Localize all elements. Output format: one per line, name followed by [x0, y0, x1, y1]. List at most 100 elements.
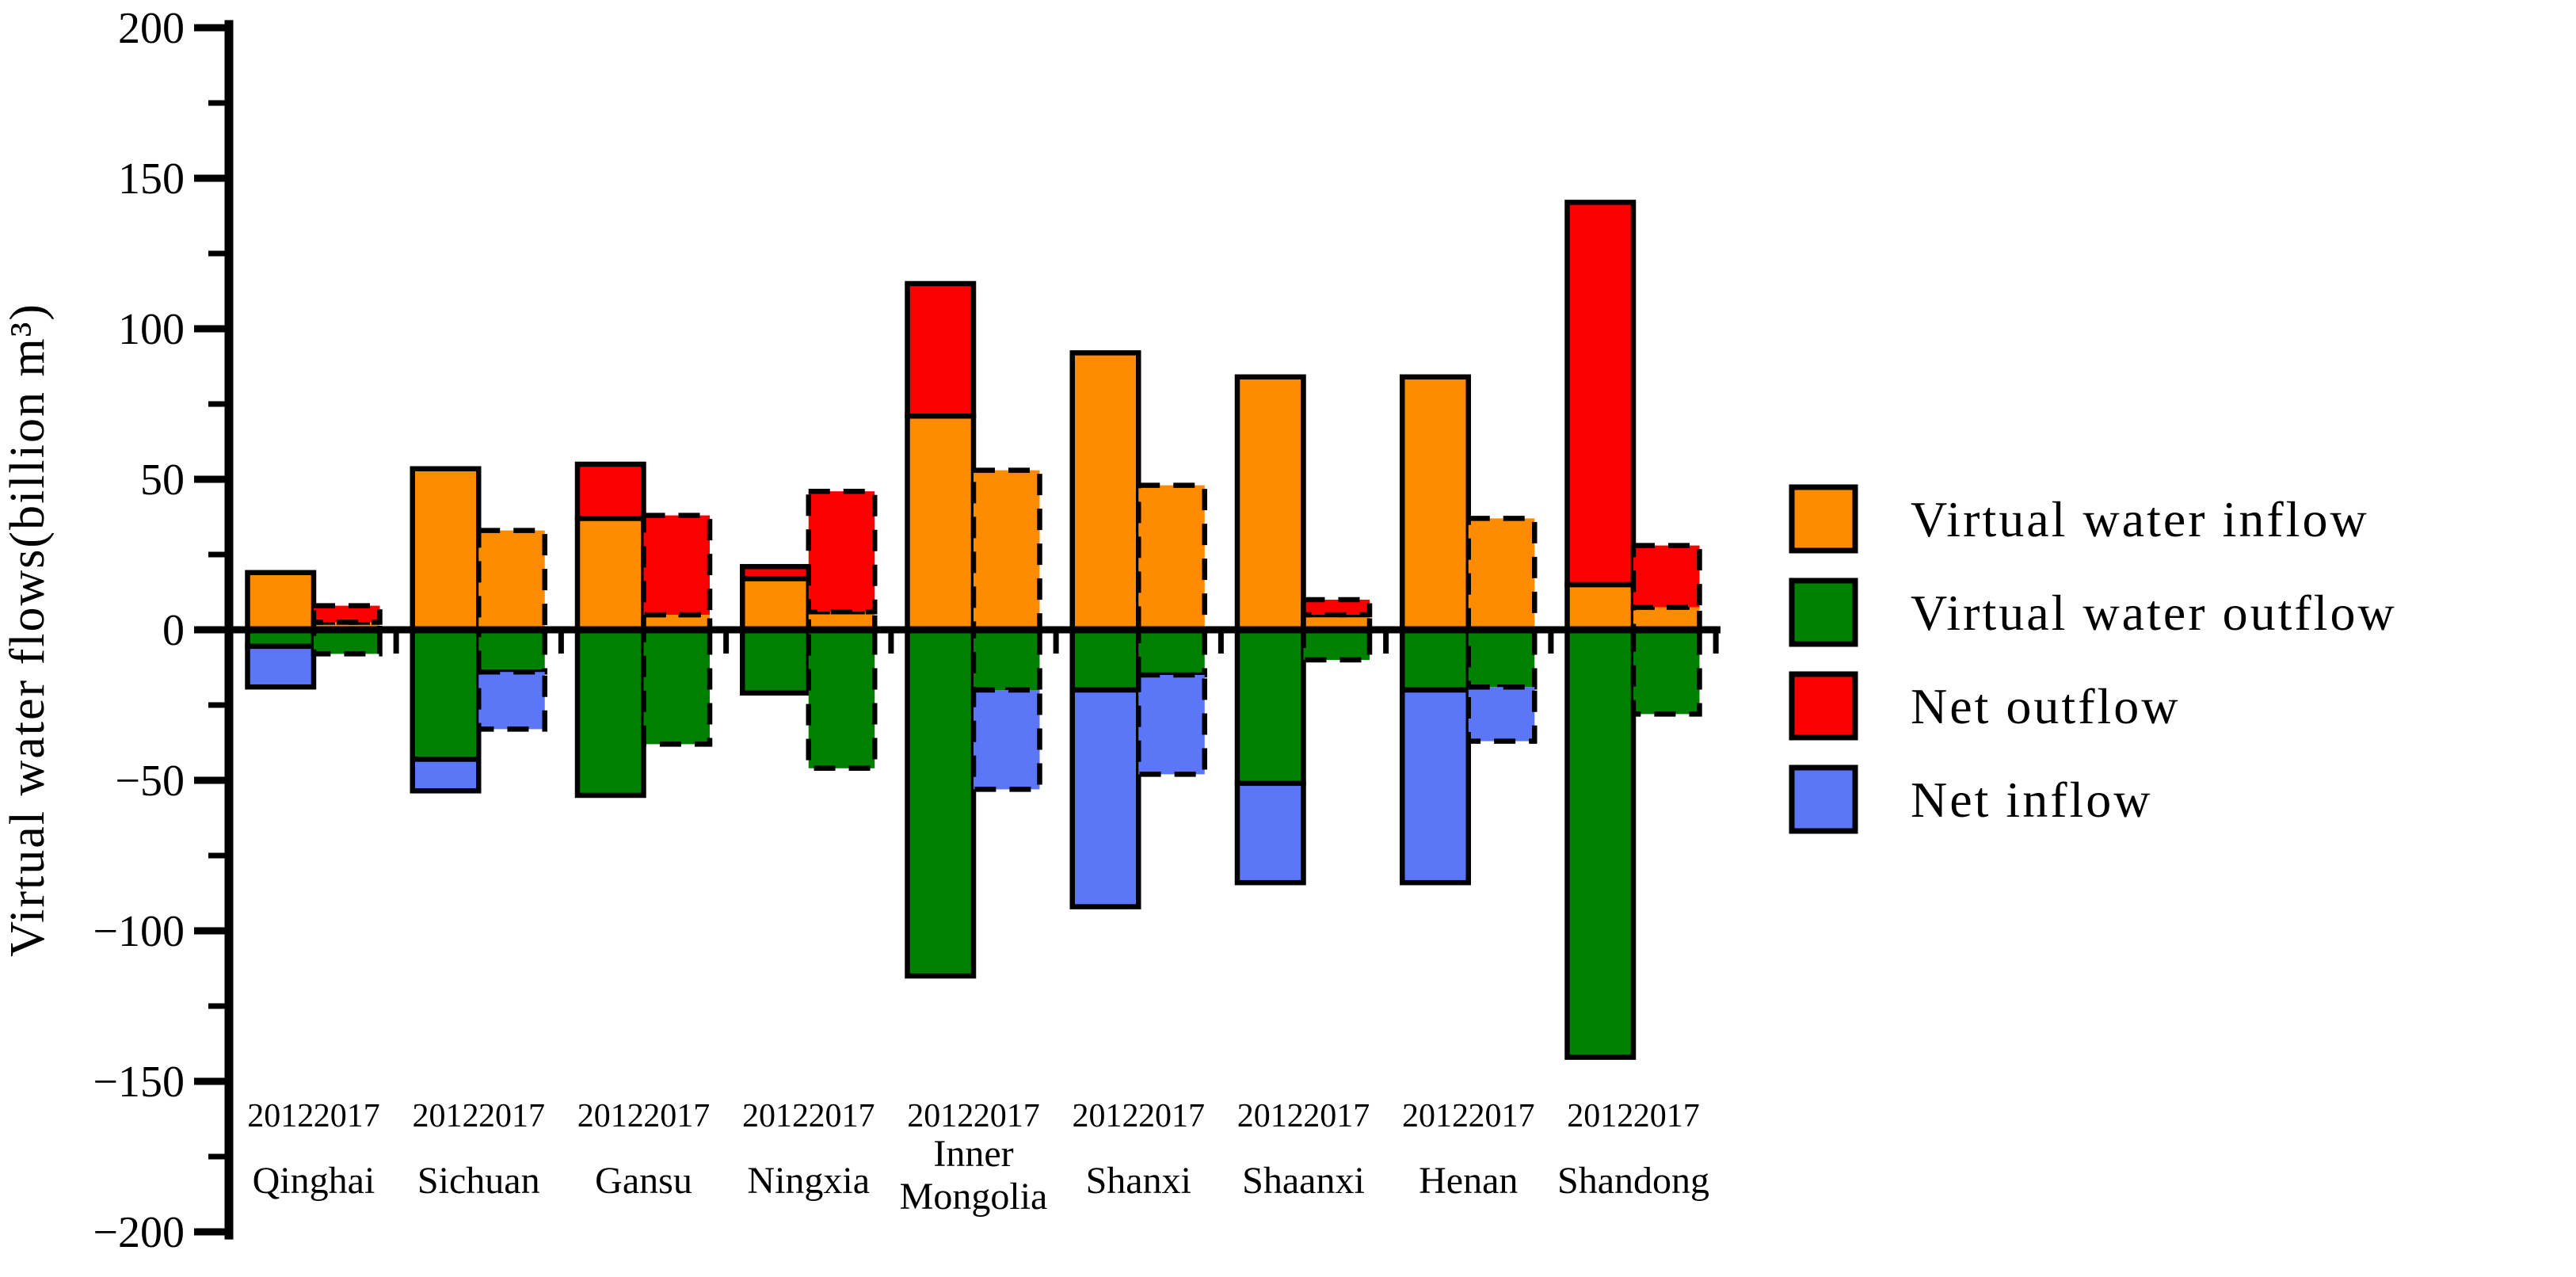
x-year-label-2012: 2012 — [413, 1098, 479, 1134]
x-year-label-2012: 2012 — [907, 1098, 974, 1134]
legend-label-inflow: Virtual water inflow — [1911, 491, 2369, 547]
bar-shaanxi-2017-outflow — [1301, 627, 1373, 663]
y-tick-label: −100 — [93, 907, 185, 956]
bar-shaanxi-2012-outflow — [1234, 627, 1306, 787]
y-tick-label: −200 — [93, 1208, 185, 1257]
x-province-label-line1: Inner — [933, 1133, 1013, 1175]
bar-ningxia-2017-outflow — [806, 627, 878, 772]
y-tick-label: 0 — [162, 606, 185, 655]
x-year-label-2012: 2012 — [1073, 1098, 1139, 1134]
bar-gansu-2012-outflow — [574, 627, 646, 799]
bar-gansu-2017-net-outflow — [641, 513, 713, 618]
x-province-label-line2: Mongolia — [900, 1176, 1048, 1218]
bar-henan-2012-outflow — [1400, 627, 1471, 693]
bar-gansu-2012-net-outflow — [574, 461, 646, 521]
bar-shanxi-2012-net-inflow — [1069, 687, 1141, 909]
bar-sichuan-2012-net-inflow — [410, 757, 482, 794]
bar-shanxi-2012-outflow — [1069, 627, 1141, 693]
legend-swatch-net-inflow — [1789, 764, 1858, 834]
bar-shandong-2017-outflow — [1630, 627, 1702, 717]
bar-inner-mongolia-2017-inflow — [970, 467, 1042, 633]
bar-inner-mongolia-2017-outflow — [970, 627, 1042, 693]
axes-layer: 200 150 100 50 0 −50 −100 −150 −200 — [93, 4, 234, 1257]
legend-swatch-inflow — [1789, 484, 1858, 554]
x-province-label: Sichuan — [417, 1160, 540, 1202]
bar-qinghai-2012-net-inflow — [245, 643, 317, 690]
y-tick-label: −50 — [115, 757, 185, 806]
bar-shaanxi-2012-inflow — [1234, 374, 1306, 633]
legend-swatch-net-outflow — [1789, 671, 1858, 741]
x-year-label-2017: 2017 — [1633, 1098, 1700, 1134]
y-axis-title: Virtual water flows(billion m³) — [1, 303, 55, 957]
x-province-label: Shaanxi — [1242, 1160, 1365, 1202]
legend: Virtual water inflow Virtual water outflo… — [1789, 484, 2397, 834]
y-tick-label: 200 — [118, 4, 185, 53]
bar-inner-mongolia-2012-inflow — [905, 413, 977, 633]
x-province-label: Ningxia — [747, 1160, 870, 1202]
x-province-label: Qinghai — [253, 1160, 375, 1202]
x-year-label-2017: 2017 — [643, 1098, 710, 1134]
bar-inner-mongolia-2012-outflow — [905, 627, 977, 979]
x-province-label: Shandong — [1557, 1160, 1709, 1202]
bar-inner-mongolia-2012-net-outflow — [905, 280, 977, 419]
y-tick-label: 50 — [140, 456, 185, 505]
bar-henan-2012-net-inflow — [1400, 687, 1471, 886]
bar-henan-2017-net-inflow — [1465, 684, 1538, 744]
bar-ningxia-2017-net-outflow — [806, 488, 878, 615]
bar-sichuan-2017-net-inflow — [476, 669, 547, 732]
bar-shanxi-2012-inflow — [1069, 350, 1141, 633]
bar-shaanxi-2017-net-outflow — [1301, 597, 1373, 618]
bar-ningxia-2012-net-outflow — [740, 563, 811, 581]
x-year-label-2017: 2017 — [1138, 1098, 1205, 1134]
legend-label-net-outflow: Net outflow — [1911, 678, 2181, 734]
x-province-label: Henan — [1419, 1160, 1518, 1202]
bar-ningxia-2012-inflow — [740, 576, 811, 633]
x-year-label-2012: 2012 — [247, 1098, 314, 1134]
bar-inner-mongolia-2017-net-inflow — [970, 687, 1042, 792]
y-tick-label: 150 — [118, 154, 185, 204]
x-year-label-2012: 2012 — [1567, 1098, 1633, 1134]
bar-shandong-2012-inflow — [1564, 581, 1637, 633]
y-tick-label: 100 — [118, 305, 185, 354]
bar-shandong-2012-outflow — [1564, 627, 1637, 1060]
x-year-label-2012: 2012 — [577, 1098, 644, 1134]
x-year-label-2017: 2017 — [314, 1098, 380, 1134]
x-year-label-2012: 2012 — [1402, 1098, 1469, 1134]
x-year-label-2017: 2017 — [478, 1098, 545, 1134]
bar-sichuan-2012-outflow — [410, 627, 482, 762]
x-year-label-2017: 2017 — [1469, 1098, 1535, 1134]
bar-sichuan-2017-inflow — [476, 528, 547, 633]
legend-label-net-inflow: Net inflow — [1911, 772, 2153, 828]
x-province-label: Shanxi — [1086, 1160, 1191, 1202]
bar-shanxi-2017-inflow — [1136, 482, 1207, 633]
bar-qinghai-2017-outflow — [311, 627, 383, 657]
bar-ningxia-2012-outflow — [740, 627, 811, 696]
x-year-label-2012: 2012 — [742, 1098, 809, 1134]
bar-qinghai-2017-net-outflow — [311, 603, 383, 625]
bar-gansu-2012-inflow — [574, 516, 646, 633]
x-year-label-2017: 2017 — [809, 1098, 875, 1134]
bar-qinghai-2012-inflow — [245, 570, 317, 633]
bar-shaanxi-2012-net-inflow — [1234, 780, 1306, 886]
bar-sichuan-2012-inflow — [410, 466, 482, 633]
bar-shandong-2012-net-outflow — [1564, 200, 1637, 588]
x-province-label: Gansu — [595, 1160, 692, 1202]
bar-shanxi-2017-net-inflow — [1136, 672, 1207, 777]
bar-gansu-2017-outflow — [641, 627, 713, 747]
legend-label-outflow: Virtual water outflow — [1911, 585, 2397, 641]
bar-shandong-2017-net-outflow — [1630, 543, 1702, 610]
y-tick-label: −150 — [93, 1058, 185, 1107]
x-year-label-2017: 2017 — [1303, 1098, 1370, 1134]
bar-henan-2012-inflow — [1400, 374, 1471, 633]
bar-henan-2017-inflow — [1465, 516, 1538, 633]
bar-sichuan-2017-outflow — [476, 627, 547, 675]
zero-line-layer — [224, 626, 1721, 654]
legend-swatch-outflow — [1789, 578, 1858, 647]
bar-shanxi-2017-outflow — [1136, 627, 1207, 678]
x-year-label-2017: 2017 — [974, 1098, 1040, 1134]
x-year-label-2012: 2012 — [1237, 1098, 1304, 1134]
bar-henan-2017-outflow — [1465, 627, 1538, 690]
